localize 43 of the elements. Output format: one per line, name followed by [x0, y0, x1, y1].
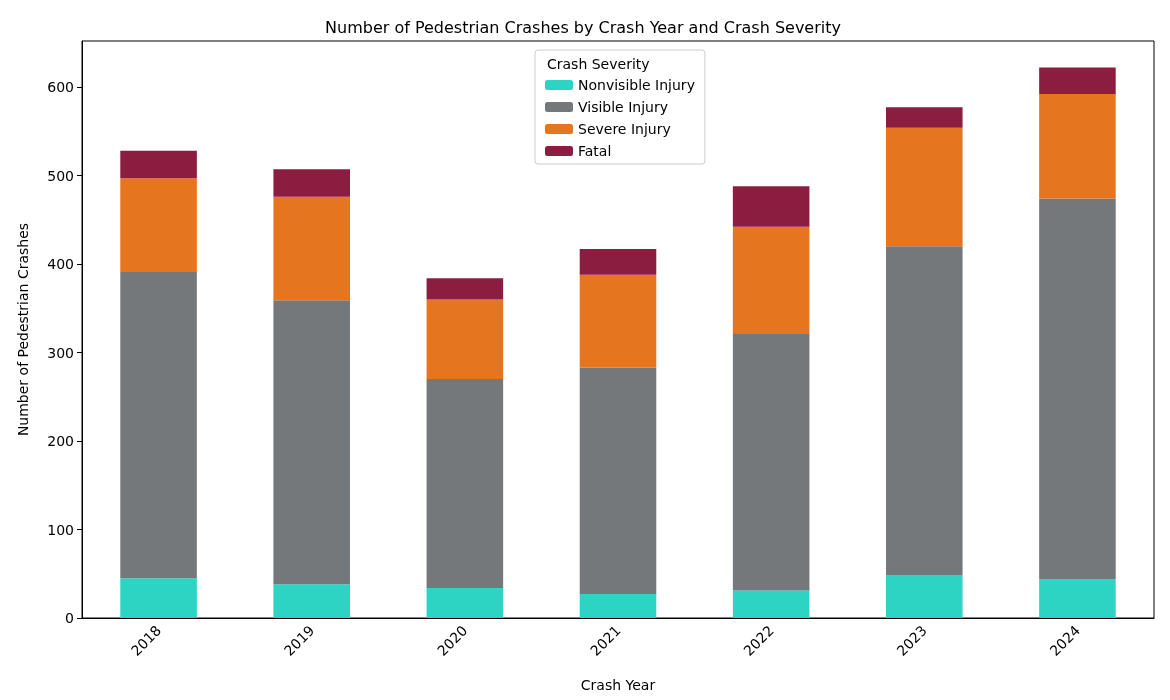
legend-label: Severe Injury: [578, 121, 671, 137]
bar: [426, 379, 504, 588]
legend-label: Nonvisible Injury: [578, 77, 695, 93]
bar: [732, 226, 810, 334]
bar: [886, 246, 963, 576]
bar: [732, 186, 810, 227]
y-tick-label: 300: [47, 344, 74, 361]
y-tick-label: 0: [65, 610, 74, 626]
bar: [732, 333, 810, 591]
bar: [426, 587, 504, 618]
y-tick-label: 500: [47, 167, 74, 184]
legend-label: Visible Injury: [578, 99, 668, 115]
bar: [120, 578, 197, 618]
legend-label: Fatal: [578, 143, 612, 159]
bar: [120, 271, 197, 579]
bar: [1039, 94, 1116, 199]
bar: [886, 107, 963, 128]
y-tick-label: 100: [47, 521, 74, 538]
bar: [1039, 198, 1116, 580]
bar: [579, 274, 657, 368]
bar: [1039, 67, 1116, 95]
bar: [426, 278, 504, 300]
y-axis-title: Number of Pedestrian Crashes: [15, 222, 31, 437]
bar: [273, 196, 350, 301]
bar: [426, 299, 504, 380]
legend-title: Crash Severity: [547, 56, 650, 72]
bar: [120, 150, 197, 179]
chart-title: Number of Pedestrian Crashes by Crash Year and Crash Severity: [325, 17, 841, 37]
bar: [1039, 579, 1116, 618]
bar: [886, 127, 963, 247]
bar: [273, 584, 350, 618]
x-axis-title: Crash Year: [580, 677, 656, 693]
bar: [886, 575, 963, 618]
y-tick-label: 200: [47, 433, 74, 450]
y-tick-label: 600: [47, 79, 74, 96]
bar: [579, 367, 657, 595]
y-tick-label: 400: [47, 256, 74, 273]
bar: [732, 590, 810, 618]
bar: [273, 169, 350, 197]
bar: [579, 248, 657, 275]
bar: [273, 300, 350, 585]
bar: [120, 178, 197, 272]
bar: [579, 594, 657, 618]
